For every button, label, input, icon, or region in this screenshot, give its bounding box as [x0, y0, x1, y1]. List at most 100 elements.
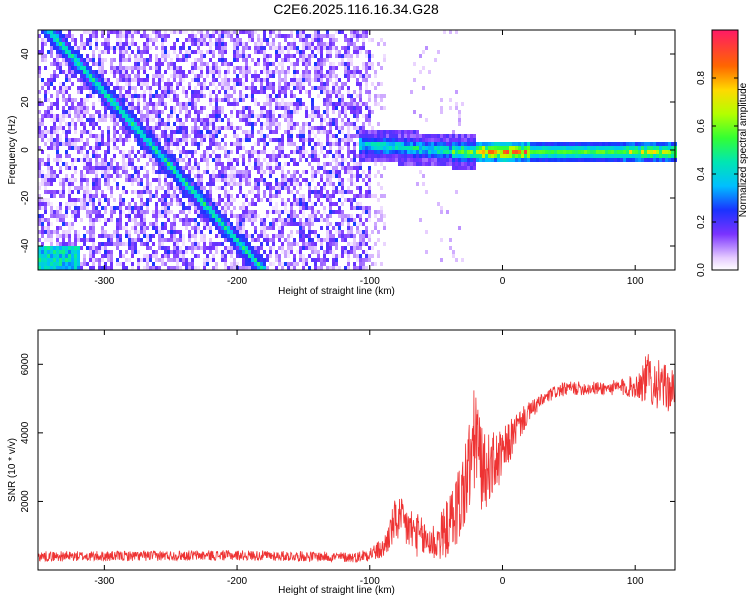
spectrogram-cell [446, 134, 449, 138]
spectrogram-cell [110, 250, 113, 254]
spectrogram-cell [344, 238, 347, 242]
spectrogram-cell [200, 110, 203, 114]
spectrogram-cell [341, 162, 344, 166]
spectrogram-cell [455, 142, 458, 146]
spectrogram-cell [170, 178, 173, 182]
spectrogram-cell [221, 226, 224, 230]
spectrogram-cell [89, 198, 92, 202]
spectrogram-cell [239, 186, 242, 190]
spectrogram-cell [194, 38, 197, 42]
spectrogram-cell [365, 174, 368, 178]
spectrogram-cell [515, 146, 518, 150]
spectrogram-cell [494, 158, 497, 162]
spectrogram-cell [257, 142, 260, 146]
spectrogram-cell [83, 142, 86, 146]
spectrogram-cell [242, 66, 245, 70]
spectrogram-cell [218, 54, 221, 58]
spectrogram-cell [353, 166, 356, 170]
spectrogram-cell [206, 62, 209, 66]
spectrogram-cell [290, 82, 293, 86]
spectrogram-cell [110, 62, 113, 66]
spectrogram-cell [560, 154, 563, 158]
spectrogram-cell [389, 154, 392, 158]
spectrogram-cell [293, 142, 296, 146]
spectrogram-cell [95, 42, 98, 46]
spectrogram-cell [56, 50, 59, 54]
spectrogram-cell [320, 218, 323, 222]
spectrogram-cell [254, 102, 257, 106]
spectrogram-cell [317, 130, 320, 134]
spectrogram-cell [152, 262, 155, 266]
spectrogram-cell [107, 134, 110, 138]
spectrogram-cell [65, 246, 68, 250]
spectrogram-cell [203, 154, 206, 158]
spectrogram-cell [290, 266, 293, 270]
spectrogram-cell [122, 130, 125, 134]
spectrogram-cell [188, 190, 191, 194]
spectrogram-cell [182, 70, 185, 74]
spectrogram-cell [371, 254, 374, 258]
spectrogram-cell [164, 194, 167, 198]
spectrogram-cell [179, 58, 182, 62]
spectrogram-cell [59, 178, 62, 182]
spectrogram-cell [362, 158, 365, 162]
spectrogram-cell [506, 158, 509, 162]
spectrogram-cell [209, 174, 212, 178]
spectrogram-cell [245, 58, 248, 62]
spectrogram-cell [116, 38, 119, 42]
spectrogram-cell [275, 94, 278, 98]
spectrogram-cell [152, 142, 155, 146]
spectrogram-cell [167, 166, 170, 170]
spectrogram-cell [371, 126, 374, 130]
spectrogram-cell [53, 210, 56, 214]
spectrogram-cell [281, 170, 284, 174]
spectrogram-cell [149, 198, 152, 202]
spectrogram-cell [359, 214, 362, 218]
spectrogram-cell [98, 126, 101, 130]
spectrogram-cell [266, 114, 269, 118]
spectrogram-cell [422, 154, 425, 158]
spectrogram-cell [335, 174, 338, 178]
spectrogram-cell [182, 86, 185, 90]
spectrogram-cell [332, 262, 335, 266]
spectrogram-cell [107, 126, 110, 130]
spectrogram-cell [311, 34, 314, 38]
spectrogram-cell [236, 226, 239, 230]
spectrogram-cell [305, 34, 308, 38]
spectrogram-cell [365, 74, 368, 78]
spectrogram-cell [350, 174, 353, 178]
spectrogram-cell [458, 122, 461, 126]
spectrogram-cell [68, 258, 71, 262]
spectrogram-cell [89, 38, 92, 42]
spectrogram-cell [239, 38, 242, 42]
spectrogram-cell [470, 142, 473, 146]
spectrogram-cell [365, 206, 368, 210]
spectrogram-cell [443, 158, 446, 162]
spectrogram-cell [176, 66, 179, 70]
spectrogram-cell [131, 182, 134, 186]
spectrogram-cell [98, 234, 101, 238]
spectrogram-cell [170, 126, 173, 130]
spectrogram-cell [326, 46, 329, 50]
spectrogram-cell [254, 218, 257, 222]
spectrogram-cell [416, 146, 419, 150]
spectrogram-cell [251, 110, 254, 114]
spectrogram-cell [350, 54, 353, 58]
spectrogram-cell [341, 82, 344, 86]
spectrogram-cell [224, 182, 227, 186]
spectrogram-cell [203, 118, 206, 122]
spectrogram-cell [260, 166, 263, 170]
spectrogram-cell [104, 162, 107, 166]
spectrogram-cell [41, 38, 44, 42]
spectrogram-cell [260, 150, 263, 154]
spectrogram-cell [47, 110, 50, 114]
spectrogram-cell [239, 246, 242, 250]
spectrogram-cell [155, 254, 158, 258]
spectrogram-cell [287, 122, 290, 126]
spectrogram-cell [278, 42, 281, 46]
spectrogram-cell [203, 150, 206, 154]
spectrogram-cell [173, 190, 176, 194]
spectrogram-cell [368, 194, 371, 198]
spectrogram-cell [293, 238, 296, 242]
spectrogram-cell [290, 142, 293, 146]
